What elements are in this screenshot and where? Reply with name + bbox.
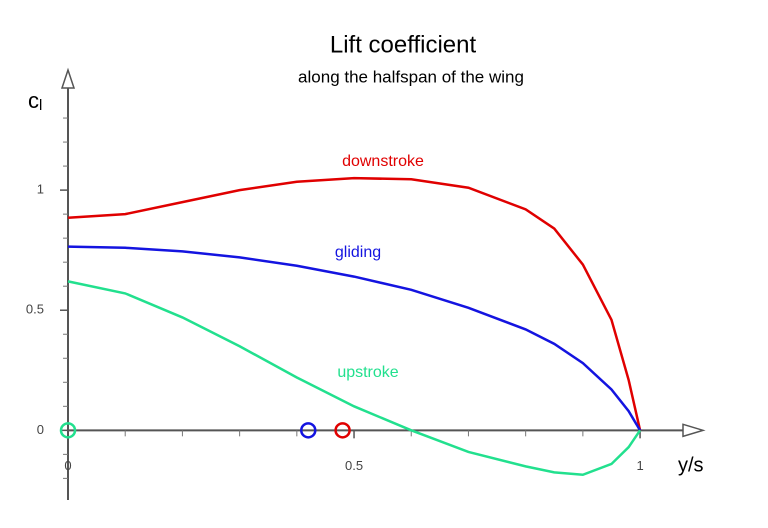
y-tick-label: 0.5	[26, 302, 44, 317]
y-axis-label: cl	[28, 88, 42, 114]
x-axis-label: y/s	[678, 454, 704, 476]
y-axis-label-main: c	[28, 88, 39, 113]
x-axis-arrow	[682, 423, 706, 438]
x-tick-label: 1	[636, 458, 643, 473]
series-marker	[59, 422, 77, 439]
y-tick-label: 0	[37, 422, 44, 437]
x-tick-label: 0.5	[345, 458, 363, 473]
y-tick-label: 1	[37, 182, 44, 197]
series-line	[67, 280, 642, 477]
y-axis-label-sub: l	[39, 97, 42, 114]
series-label: gliding	[335, 244, 381, 261]
series-marker	[334, 422, 351, 439]
series-line	[67, 245, 642, 431]
y-axis-arrow	[60, 67, 76, 89]
series-marker	[300, 422, 317, 439]
chart-title: Lift coefficient	[330, 31, 477, 58]
chart-subtitle: along the halfspan of the wing	[298, 67, 524, 86]
series-label: downstroke	[342, 153, 424, 170]
x-tick-label: 0	[64, 458, 71, 473]
series-line	[67, 176, 642, 431]
series-label: upstroke	[337, 364, 398, 381]
